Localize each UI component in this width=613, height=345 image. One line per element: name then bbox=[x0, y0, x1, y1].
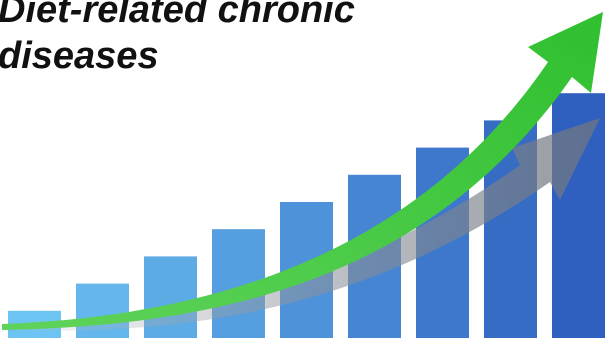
chart-title-line-2: diseases bbox=[0, 35, 159, 77]
growth-arrow bbox=[2, 12, 603, 330]
shadow-arrow bbox=[8, 118, 600, 331]
chart-title-line-1: Diet-related chronic bbox=[0, 0, 355, 31]
